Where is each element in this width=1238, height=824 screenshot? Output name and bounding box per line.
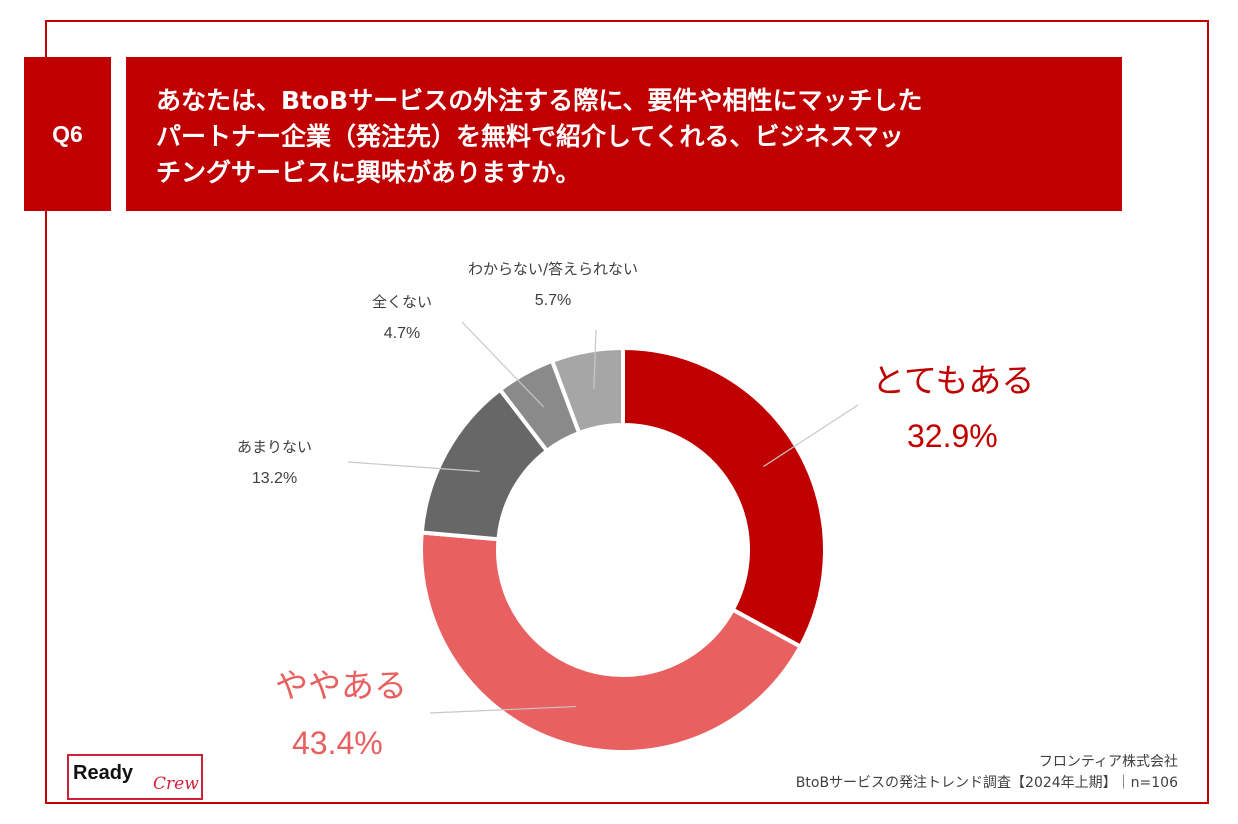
leader-wakaranai bbox=[593, 329, 597, 390]
ready-crew-logo: Ready Crew bbox=[67, 754, 203, 800]
label-totemo-aru-value: 32.9% bbox=[907, 418, 998, 454]
label-mattaku-nai-value: 4.7% bbox=[383, 325, 421, 342]
leader-yaya-aru bbox=[429, 705, 576, 714]
footer-company: フロンティア株式会社 bbox=[1038, 754, 1178, 770]
leader-amari-nai bbox=[347, 461, 480, 472]
label-amari-nai-value: 13.2% bbox=[251, 470, 298, 487]
label-amari-nai-name: あまりない bbox=[237, 438, 313, 456]
label-wakaranai-value: 5.7% bbox=[534, 292, 572, 309]
label-mattaku-nai: 全くない 4.7% bbox=[372, 292, 432, 344]
question-number-badge: Q6 bbox=[24, 57, 111, 211]
label-totemo-aru-name: とてもある bbox=[872, 361, 1035, 400]
label-mattaku-nai-name: 全くない bbox=[372, 293, 433, 311]
slice-wakaranai bbox=[549, 345, 625, 436]
slice-totemo-aru bbox=[621, 345, 827, 650]
logo-script: Crew bbox=[153, 774, 199, 794]
question-text: あなたは、BtoBサービスの外注する際に、要件や相性にマッチした パートナー企業… bbox=[126, 57, 1122, 211]
label-wakaranai-name: わからない/答えられない bbox=[468, 260, 639, 278]
label-amari-nai: あまりない 13.2% bbox=[237, 437, 312, 489]
footer-survey: BtoBサービスの発注トレンド調査【2024年上期】｜n=106 bbox=[795, 775, 1178, 791]
leader-totemo-aru bbox=[763, 404, 859, 467]
slide-frame bbox=[45, 20, 1209, 804]
slice-yaya-aru bbox=[419, 530, 804, 754]
label-yaya-aru-value: 43.4% bbox=[292, 725, 383, 761]
source-footer: フロンティア株式会社 BtoBサービスの発注トレンド調査【2024年上期】｜n=… bbox=[796, 752, 1178, 794]
label-wakaranai: わからない/答えられない 5.7% bbox=[468, 259, 638, 311]
logo-word: Ready bbox=[73, 762, 134, 784]
leader-mattaku-nai bbox=[461, 321, 545, 408]
label-yaya-aru-name: ややある bbox=[275, 666, 407, 705]
